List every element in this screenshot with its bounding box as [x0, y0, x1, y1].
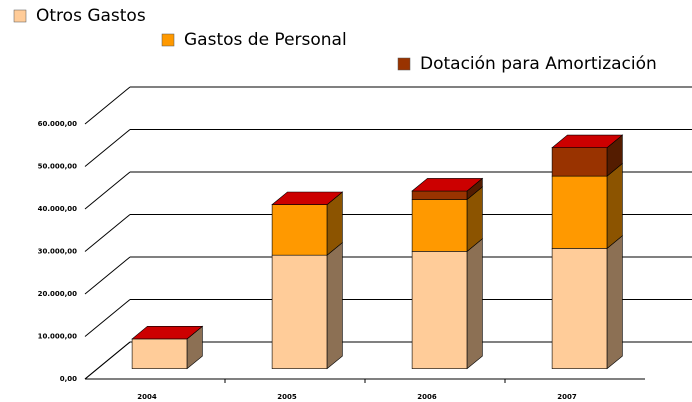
grid-line — [84, 86, 131, 125]
grid-line — [84, 129, 131, 167]
bar-segment — [551, 147, 608, 177]
legend-swatch — [397, 57, 411, 71]
bar-top — [131, 326, 204, 340]
bar-segment — [551, 175, 608, 249]
x-tick-label: 2007 — [557, 393, 577, 401]
legend-label: Otros Gastos — [36, 6, 146, 26]
bar-segment — [271, 254, 328, 369]
x-tick-label: 2006 — [417, 393, 437, 401]
y-tick-label: 20.000,00 — [38, 290, 78, 298]
y-tick-label: 60.000,00 — [38, 120, 78, 128]
bar-top — [411, 178, 484, 192]
bar-segment — [411, 199, 468, 252]
bar-segment — [411, 251, 468, 369]
y-tick-label: 10.000,00 — [38, 333, 78, 341]
bar-segment — [271, 204, 328, 256]
y-tick-label: 0,00 — [60, 375, 77, 383]
x-tick-label: 2005 — [277, 393, 297, 401]
grid-line — [84, 341, 131, 380]
x-tick-label: 2004 — [137, 393, 157, 401]
grid-line — [84, 256, 131, 295]
bar-side — [606, 235, 623, 370]
y-tick-label: 40.000,00 — [38, 205, 78, 213]
y-tick-label: 30.000,00 — [38, 248, 78, 256]
legend-swatch — [161, 33, 175, 47]
y-tick-label: 50.000,00 — [38, 163, 78, 171]
bar-top — [271, 191, 344, 205]
bar-segment — [551, 248, 608, 369]
bar-segment — [131, 338, 188, 369]
legend-label: Dotación para Amortización — [420, 54, 657, 74]
bar-side — [326, 241, 343, 370]
grid-line — [84, 299, 131, 337]
grid-line — [84, 214, 131, 252]
bar-side — [466, 238, 483, 370]
bar-side — [606, 162, 623, 250]
bar-segment — [411, 190, 468, 200]
legend-swatch — [13, 9, 27, 23]
legend-label: Gastos de Personal — [184, 30, 347, 50]
grid-line — [84, 171, 131, 210]
bar-top — [551, 134, 624, 148]
